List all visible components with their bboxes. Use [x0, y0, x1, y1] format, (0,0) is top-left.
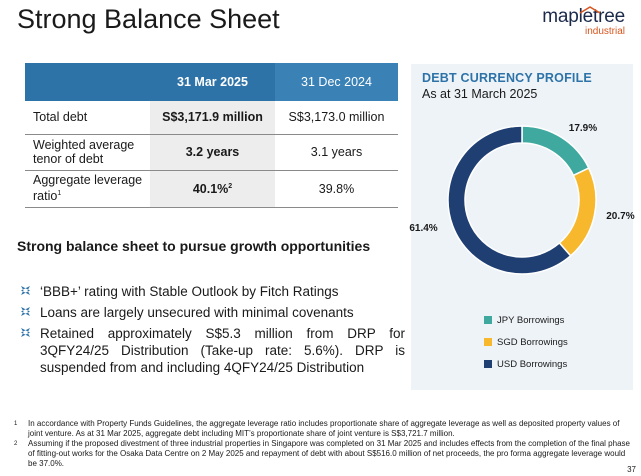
legend-label: JPY Borrowings — [497, 315, 565, 326]
footnote-text: Assuming if the proposed divestment of t… — [28, 439, 630, 468]
footnotes: 1 In accordance with Property Funds Guid… — [14, 419, 634, 469]
logo-sub: industrial — [584, 26, 625, 37]
bullet-icon — [21, 286, 30, 295]
chart-title: DEBT CURRENCY PROFILE — [422, 71, 592, 85]
chart-subtitle: As at 31 March 2025 — [422, 87, 538, 101]
row-label-cell: Aggregate leverage ratio1 — [25, 170, 150, 208]
row-previous-value: 3.1 years — [275, 134, 398, 171]
slide-title: Strong Balance Sheet — [17, 4, 280, 34]
list-item: ‘BBB+’ rating with Stable Outlook by Fit… — [20, 283, 405, 300]
legend-label: USD Borrowings — [497, 359, 568, 370]
debt-summary-table: 31 Mar 2025 31 Dec 2024 Total debt S$3,1… — [25, 63, 398, 208]
footnote-ref: 2 — [228, 182, 233, 190]
table-row: Total debt S$3,171.9 million S$3,173.0 m… — [25, 101, 398, 135]
chart-legend: JPY Borrowings SGD Borrowings USD Borrow… — [484, 316, 568, 382]
legend-item: USD Borrowings — [484, 360, 568, 382]
footnote-number: 1 — [14, 421, 18, 427]
row-current-value: 40.1% — [192, 181, 229, 196]
legend-swatch — [484, 316, 492, 324]
table-header-blank — [25, 63, 150, 101]
table-header-row: 31 Mar 2025 31 Dec 2024 — [25, 63, 398, 101]
legend-item: SGD Borrowings — [484, 338, 568, 360]
bullet-list: ‘BBB+’ rating with Stable Outlook by Fit… — [20, 283, 405, 380]
mapletree-logo: mapletree industrial — [515, 6, 625, 42]
row-previous-value: 39.8% — [275, 170, 398, 208]
row-label: Aggregate leverage ratio — [33, 173, 143, 204]
table-row: Aggregate leverage ratio1 40.1%2 39.8% — [25, 170, 398, 208]
bullet-icon — [21, 328, 30, 337]
footnote-number: 2 — [14, 441, 18, 447]
row-label: Total debt — [25, 101, 150, 135]
footnote: 1 In accordance with Property Funds Guid… — [14, 419, 634, 439]
legend-label: SGD Borrowings — [497, 337, 568, 348]
table-header-current: 31 Mar 2025 — [150, 63, 275, 101]
table-header-previous: 31 Dec 2024 — [275, 63, 398, 101]
row-current-value: S$3,171.9 million — [150, 101, 275, 135]
bullet-text: ‘BBB+’ rating with Stable Outlook by Fit… — [40, 284, 339, 299]
slice-label-usd: 61.4% — [409, 223, 438, 235]
section-heading: Strong balance sheet to pursue growth op… — [17, 238, 371, 254]
list-item: Loans are largely unsecured with minimal… — [20, 304, 405, 321]
table-row: Weighted average tenor of debt 3.2 years… — [25, 134, 398, 171]
row-label: Weighted average tenor of debt — [25, 134, 150, 171]
slice-label-sgd: 20.7% — [606, 211, 635, 223]
footnote-ref: 1 — [57, 190, 62, 198]
bullet-text: Loans are largely unsecured with minimal… — [40, 305, 354, 320]
list-item: Retained approximately S$5.3 million fro… — [20, 325, 405, 376]
slice-sgd — [558, 167, 597, 257]
row-current-value: 3.2 years — [150, 134, 275, 171]
footnote: 2 Assuming if the proposed divestment of… — [14, 439, 634, 469]
logo-name: mapletree — [542, 6, 625, 27]
page-number: 37 — [627, 465, 636, 474]
slice-usd — [447, 125, 572, 275]
row-previous-value: S$3,173.0 million — [275, 101, 398, 135]
slice-label-jpy: 17.9% — [568, 122, 598, 134]
footnote-text: In accordance with Property Funds Guidel… — [28, 419, 620, 438]
donut-chart — [447, 125, 597, 275]
logo-roof-icon — [579, 6, 601, 14]
bullet-text: Retained approximately S$5.3 million fro… — [40, 326, 405, 375]
legend-swatch — [484, 360, 492, 368]
legend-swatch — [484, 338, 492, 346]
row-current-cell: 40.1%2 — [150, 170, 275, 208]
bullet-icon — [21, 307, 30, 316]
debt-currency-panel: DEBT CURRENCY PROFILE As at 31 March 202… — [409, 64, 635, 390]
legend-item: JPY Borrowings — [484, 316, 568, 338]
